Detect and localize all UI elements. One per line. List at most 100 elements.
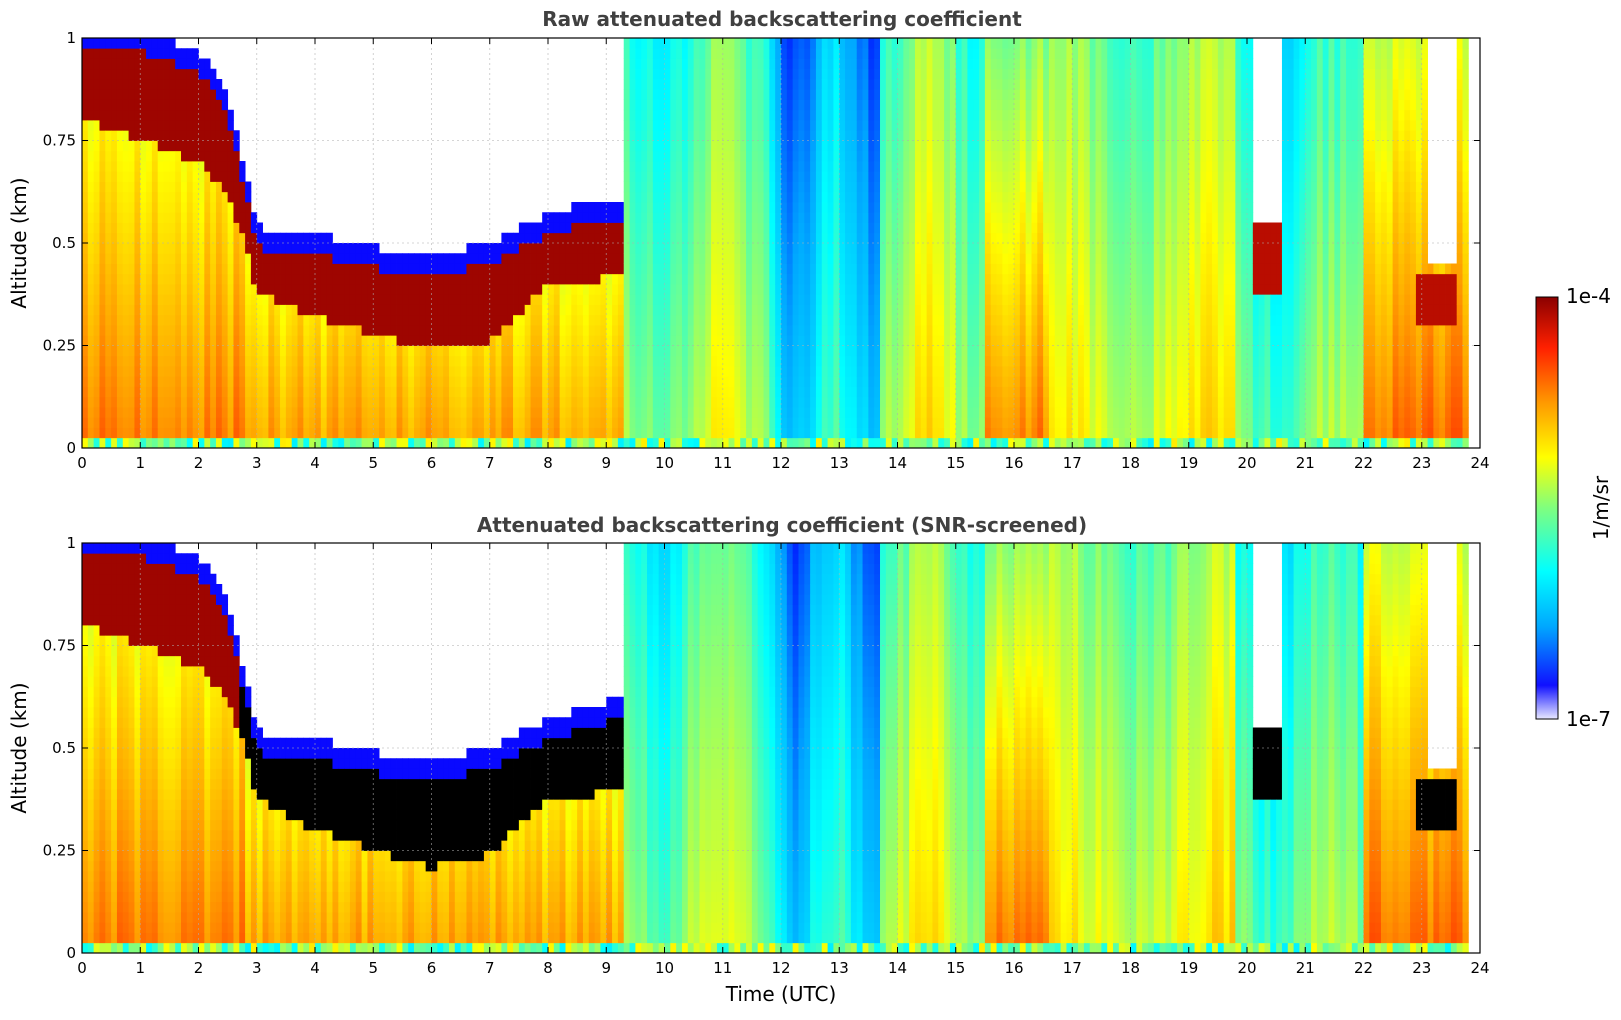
heatmap-cell <box>87 355 95 367</box>
heatmap-cell <box>763 304 770 316</box>
heatmap-cell <box>443 273 450 285</box>
heatmap-cell <box>955 437 962 449</box>
heatmap-cell <box>227 191 234 203</box>
heatmap-cell <box>128 325 135 336</box>
heatmap-cell <box>349 304 357 316</box>
heatmap-cell <box>728 38 735 49</box>
heatmap-cell <box>757 437 764 449</box>
heatmap-cell <box>868 284 875 295</box>
heatmap-cell <box>87 232 95 244</box>
heatmap-cell <box>320 243 328 254</box>
heatmap-cell <box>641 120 648 131</box>
heatmap-cell <box>693 120 700 131</box>
heatmap-cell <box>559 437 566 449</box>
heatmap-cell <box>320 366 328 377</box>
heatmap-cell <box>478 417 485 428</box>
heatmap-cell <box>722 222 729 234</box>
heatmap-cell <box>903 376 910 387</box>
heatmap-cell <box>588 417 595 428</box>
heatmap-cell <box>722 263 729 275</box>
heatmap-cell <box>903 79 910 90</box>
heatmap-cell <box>326 366 333 377</box>
heatmap-cell <box>821 150 828 162</box>
heatmap-cell <box>239 273 246 285</box>
heatmap-cell <box>536 314 543 326</box>
heatmap-cell <box>897 120 904 131</box>
heatmap-cell <box>122 202 130 213</box>
heatmap-cell <box>781 109 788 121</box>
heatmap-cell <box>594 417 601 428</box>
heatmap-cell <box>740 253 747 264</box>
heatmap-cell <box>850 48 858 59</box>
heatmap-cell <box>588 263 595 275</box>
heatmap-cell <box>186 284 194 295</box>
heatmap-cell <box>874 171 881 182</box>
heatmap-cell <box>705 376 712 387</box>
heatmap-cell <box>874 212 881 223</box>
heatmap-cell <box>711 109 718 121</box>
heatmap-cell <box>140 120 147 131</box>
heatmap-cell <box>845 140 852 152</box>
heatmap-cell <box>146 304 153 316</box>
heatmap-cell <box>868 263 875 275</box>
heatmap-cell <box>984 335 992 346</box>
heatmap-cell <box>885 294 893 305</box>
heatmap-cell <box>990 212 997 223</box>
heatmap-cell <box>699 294 706 305</box>
heatmap-cell <box>716 304 724 316</box>
heatmap-cell <box>775 140 782 152</box>
heatmap-cell <box>262 366 269 377</box>
heatmap-cell <box>839 335 846 346</box>
heatmap-cell <box>553 396 561 408</box>
heatmap-cell <box>885 222 893 234</box>
heatmap-cell <box>984 79 992 90</box>
heatmap-cell <box>751 355 759 367</box>
heatmap-cell <box>635 273 642 285</box>
heatmap-cell <box>751 376 759 387</box>
heatmap-cell <box>897 150 904 162</box>
heatmap-cell <box>588 376 595 387</box>
heatmap-cell <box>880 58 887 70</box>
heatmap-cell <box>181 304 188 316</box>
heatmap-cell <box>746 150 753 162</box>
heatmap-cell <box>932 130 939 141</box>
heatmap-cell <box>862 273 869 285</box>
heatmap-cell <box>588 212 595 223</box>
heatmap-cell <box>781 294 788 305</box>
heatmap-cell <box>111 304 118 316</box>
heatmap-cell <box>687 232 695 244</box>
heatmap-cell <box>256 314 263 326</box>
heatmap-cell <box>553 304 561 316</box>
heatmap-cell <box>175 376 182 387</box>
heatmap-cell <box>419 284 427 295</box>
heatmap-cell <box>501 386 508 398</box>
heatmap-cell <box>99 396 106 408</box>
heatmap-cell <box>781 38 788 49</box>
heatmap-cell <box>233 376 240 387</box>
heatmap-cell <box>658 232 665 244</box>
heatmap-cell <box>641 386 648 398</box>
heatmap-cell <box>530 335 537 346</box>
heatmap-cell <box>280 294 287 305</box>
heatmap-cell <box>408 273 415 285</box>
heatmap-cell <box>903 171 910 182</box>
heatmap-cell <box>716 437 724 449</box>
heatmap-cell <box>769 243 776 254</box>
heatmap-cell <box>128 171 135 182</box>
heatmap-cell <box>198 191 205 203</box>
heatmap-cell <box>746 396 753 408</box>
heatmap-cell <box>909 140 916 152</box>
heatmap-cell <box>746 273 753 285</box>
heatmap-cell <box>944 202 951 213</box>
heatmap-cell <box>920 89 928 100</box>
heatmap-cell <box>530 222 537 234</box>
heatmap-cell <box>495 314 502 326</box>
heatmap-cell <box>740 48 747 59</box>
heatmap-cell <box>198 89 205 100</box>
heatmap-cell <box>798 427 805 439</box>
heatmap-area <box>82 38 1469 449</box>
heatmap-cell <box>874 294 881 305</box>
heatmap-cell <box>623 58 630 70</box>
heatmap-cell <box>355 294 362 305</box>
heatmap-cell <box>623 68 630 80</box>
